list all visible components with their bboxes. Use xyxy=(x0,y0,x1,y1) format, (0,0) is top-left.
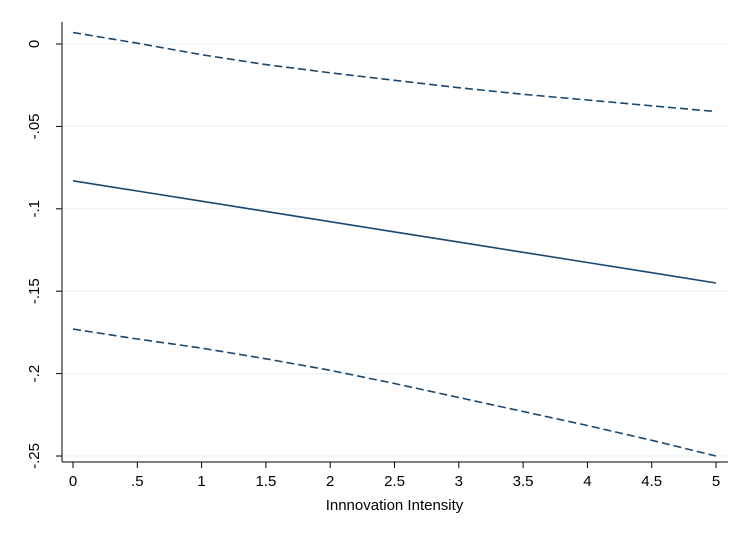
x-axis-title: Innnovation Intensity xyxy=(326,497,464,514)
x-tick-label-9: 4.5 xyxy=(641,473,662,490)
x-tick-label-0: 0 xyxy=(69,473,77,490)
x-tick-label-4: 2 xyxy=(326,473,334,490)
x-tick-label-2: 1 xyxy=(197,473,205,490)
x-tick-layer: 0 .5 1 1.5 2 2.5 3 3.5 4 4.5 5 xyxy=(69,462,720,490)
series-line-2 xyxy=(72,328,717,457)
y-tick-label-5: -.25 xyxy=(26,443,43,469)
x-tick-label-1: .5 xyxy=(131,473,144,490)
x-tick-label-7: 3.5 xyxy=(513,473,534,490)
series-line-1 xyxy=(72,180,717,284)
x-tick-label-8: 4 xyxy=(583,473,591,490)
x-tick-label-10: 5 xyxy=(712,473,720,490)
grid-layer xyxy=(63,43,728,457)
y-tick-label-2: -.1 xyxy=(26,200,43,218)
x-tick-label-6: 3 xyxy=(455,473,463,490)
series-layer xyxy=(72,31,717,457)
series-line-0 xyxy=(72,31,717,113)
y-tick-label-3: -.15 xyxy=(26,278,43,304)
y-tick-label-4: -.2 xyxy=(26,365,43,383)
y-tick-label-1: -.05 xyxy=(26,113,43,139)
x-tick-label-3: 1.5 xyxy=(255,473,276,490)
x-tick-label-5: 2.5 xyxy=(384,473,405,490)
y-tick-label-0: 0 xyxy=(26,40,43,48)
y-tick-layer: 0 -.05 -.1 -.15 -.2 -.25 xyxy=(26,40,62,469)
